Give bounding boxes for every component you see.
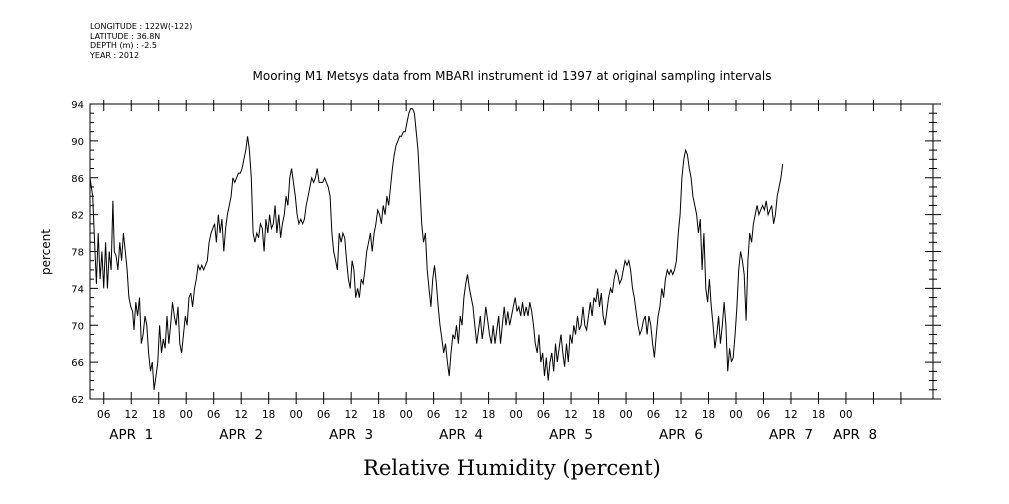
y-tick-label: 70 (71, 321, 84, 332)
x-hour-label: 06 (207, 409, 221, 421)
year-label: YEAR : 2012 (90, 50, 140, 60)
x-hour-label: 18 (152, 409, 165, 421)
x-hour-label: 00 (509, 409, 522, 421)
x-day-label: APR 6 (659, 427, 703, 443)
y-tick-label: 90 (71, 137, 84, 148)
y-tick-label: 94 (71, 100, 84, 111)
x-hour-label: 18 (372, 409, 385, 421)
x-hour-label: 12 (564, 409, 577, 421)
x-day-label: APR 3 (329, 427, 373, 443)
y-tick-label: 66 (71, 358, 84, 369)
y-tick-label: 86 (71, 174, 84, 185)
y-axis: 62 66 70 74 78 82 86 90 94 (71, 100, 941, 406)
x-day-label: APR 5 (549, 427, 593, 443)
x-hour-label: 18 (592, 409, 605, 421)
x-hour-label: 18 (262, 409, 275, 421)
x-hour-label: 12 (784, 409, 797, 421)
x-hour-label: 00 (839, 409, 852, 421)
x-day-label: APR 7 (769, 427, 813, 443)
x-hour-label: 18 (482, 409, 495, 421)
x-axis-label: Relative Humidity (percent) (363, 456, 661, 480)
x-hour-label: 12 (125, 409, 138, 421)
x-hour-label: 12 (344, 409, 357, 421)
y-tick-label: 62 (71, 395, 84, 406)
plot-frame (89, 103, 934, 400)
x-hour-label: 06 (317, 409, 331, 421)
x-hour-label: 06 (97, 409, 111, 421)
x-hour-label: 18 (702, 409, 715, 421)
y-tick-label: 78 (71, 248, 84, 259)
x-hour-label: 06 (757, 409, 771, 421)
x-hour-label: 12 (674, 409, 687, 421)
y-axis-label: percent (39, 229, 53, 275)
x-hour-label: 06 (427, 409, 441, 421)
x-hour-label: 12 (235, 409, 248, 421)
depth-label: DEPTH (m) : -2.5 (90, 41, 157, 50)
x-hour-label: 00 (729, 409, 742, 421)
chart-title: Mooring M1 Metsys data from MBARI instru… (253, 69, 772, 83)
y-tick-label: 82 (71, 211, 84, 222)
metadata-block: LONGITUDE : 122W(-122) LATITUDE : 36.8N … (90, 22, 192, 60)
y-tick-label: 74 (71, 284, 84, 295)
x-hour-label: 06 (647, 409, 661, 421)
x-day-label: APR 8 (833, 427, 877, 443)
x-hour-label: 18 (812, 409, 825, 421)
latitude-label: LATITUDE : 36.8N (90, 31, 161, 41)
x-axis: 06 12 18 00 06 12 18 00 06 12 18 00 06 12 18 00 06 12 18 00… (97, 100, 902, 443)
x-day-label: APR 4 (439, 427, 483, 443)
x-hour-label: 00 (619, 409, 632, 421)
longitude-label: LONGITUDE : 122W(-122) (90, 22, 193, 31)
x-hour-label: 12 (454, 409, 467, 421)
x-hour-label: 00 (399, 409, 412, 421)
x-day-label: APR 1 (109, 427, 153, 443)
x-day-label: APR 2 (219, 427, 263, 443)
series-layer (89, 108, 784, 390)
series-line-humidity (89, 108, 784, 390)
x-hour-label: 00 (180, 409, 193, 421)
x-hour-label: 00 (289, 409, 302, 421)
x-hour-label: 06 (537, 409, 551, 421)
